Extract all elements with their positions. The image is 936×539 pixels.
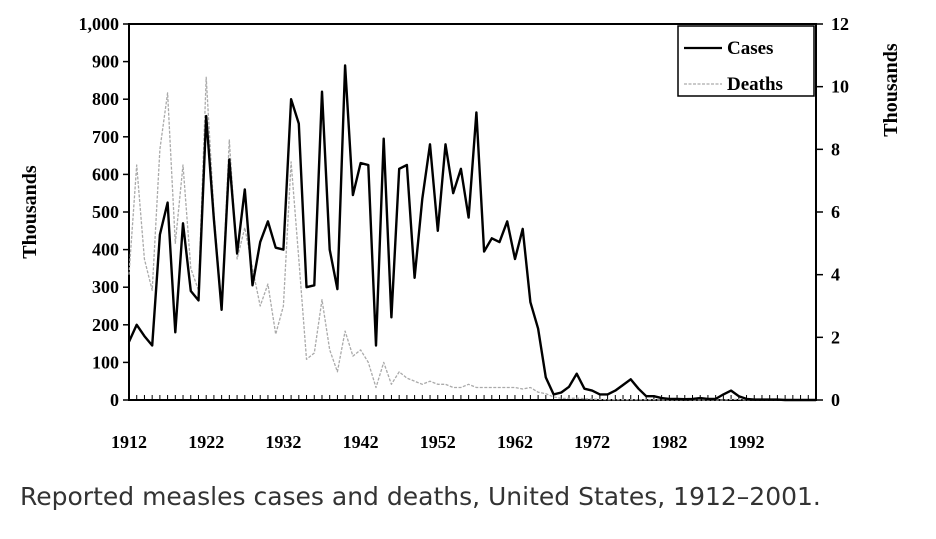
y-left-tick-label: 100 <box>92 352 119 372</box>
y-left-tick-label: 200 <box>92 315 119 335</box>
x-tick-label: 1922 <box>188 432 224 452</box>
measles-chart: 0 100 200 300 400 500 600 700 800 900 1,000 0 2 4 6 8 1… <box>19 14 902 452</box>
right-axis: 0 2 4 6 8 10 12 <box>816 14 849 410</box>
x-tick-label: 1992 <box>729 432 765 452</box>
y-right-tick-label: 2 <box>831 327 840 347</box>
y-right-tick-label: 8 <box>831 139 840 159</box>
y-left-tick-label: 300 <box>92 277 119 297</box>
series-line-deaths <box>128 76 816 401</box>
y-left-tick-label: 500 <box>92 202 119 222</box>
legend-label-cases: Cases <box>727 38 773 59</box>
y-left-tick-label: 1,000 <box>79 14 120 34</box>
x-tick-label: 1932 <box>265 432 301 452</box>
y-left-tick-label: 600 <box>92 164 119 184</box>
y-right-tick-label: 6 <box>831 202 840 222</box>
x-tick-label: 1982 <box>651 432 687 452</box>
y-left-tick-label: 700 <box>92 127 119 147</box>
x-tick-label: 1942 <box>343 432 379 452</box>
series-line-cases <box>127 64 816 402</box>
y-right-tick-label: 0 <box>831 390 840 410</box>
y-left-tick-label: 800 <box>92 89 119 109</box>
series-layer <box>127 64 816 402</box>
legend-label-deaths: Deaths <box>727 74 783 95</box>
legend: Cases Deaths <box>677 25 815 97</box>
x-tick-label: 1972 <box>574 432 610 452</box>
y-right-tick-label: 10 <box>831 77 849 97</box>
left-axis: 0 100 200 300 400 500 600 700 800 900 1,000 <box>79 14 129 410</box>
x-tick-label: 1912 <box>111 432 147 452</box>
x-tick-label: 1952 <box>420 432 456 452</box>
left-axis-title: Thousands <box>19 165 41 259</box>
x-axis-labels: 1912 1922 1932 1942 1952 1962 1972 1982 1992 <box>111 432 765 452</box>
y-left-tick-label: 0 <box>110 390 119 410</box>
y-right-tick-label: 4 <box>831 265 840 285</box>
legend-box <box>677 25 815 97</box>
right-axis-title: Thousands <box>880 43 902 137</box>
figure-caption: Reported measles cases and deaths, Unite… <box>20 482 821 511</box>
y-right-tick-label: 12 <box>831 14 849 34</box>
x-tick-label: 1962 <box>497 432 533 452</box>
y-left-tick-label: 400 <box>92 240 119 260</box>
y-left-tick-label: 900 <box>92 52 119 72</box>
